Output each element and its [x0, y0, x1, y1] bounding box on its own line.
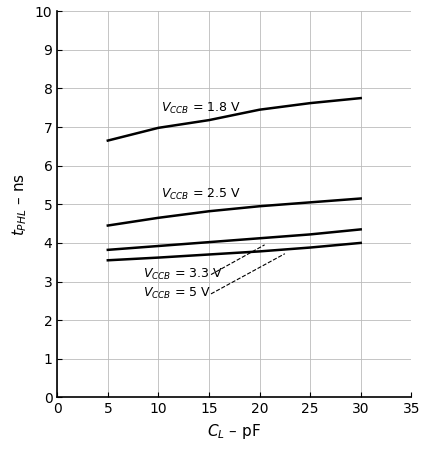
- X-axis label: $C_L$ – pF: $C_L$ – pF: [207, 422, 261, 441]
- Text: $V_{CCB}$ = 1.8 V: $V_{CCB}$ = 1.8 V: [162, 101, 241, 116]
- Y-axis label: $t_{PHL}$ – ns: $t_{PHL}$ – ns: [11, 173, 29, 236]
- Text: $V_{CCB}$ = 2.5 V: $V_{CCB}$ = 2.5 V: [162, 187, 241, 202]
- Text: $V_{CCB}$ = 5 V: $V_{CCB}$ = 5 V: [143, 286, 211, 301]
- Text: $V_{CCB}$ = 3.3 V: $V_{CCB}$ = 3.3 V: [143, 267, 223, 282]
